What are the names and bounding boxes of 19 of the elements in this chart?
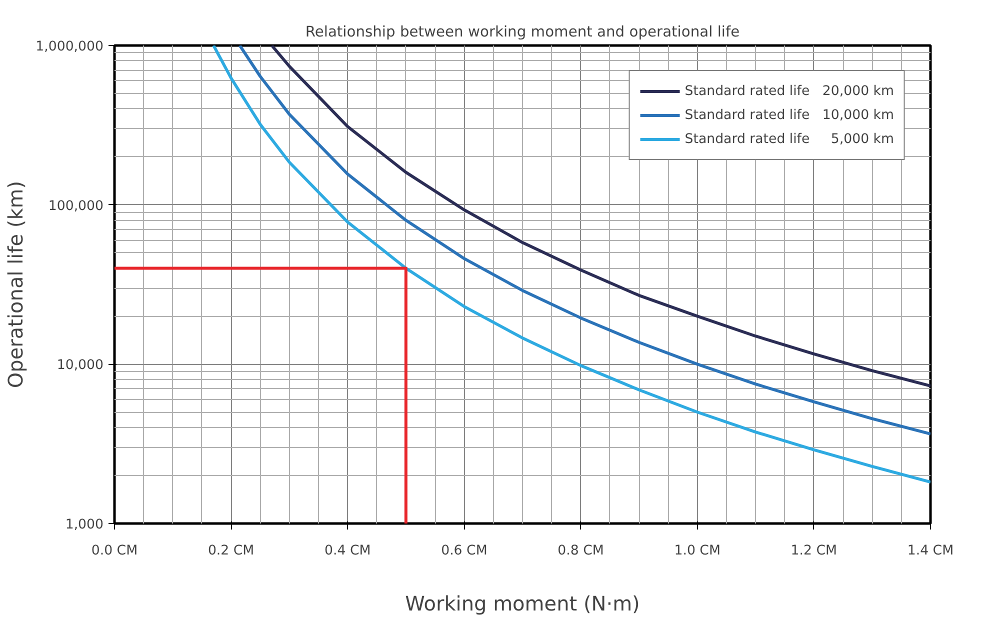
y-tick-label: 100,000 bbox=[48, 198, 104, 214]
x-tick-label: 1.0 CM bbox=[674, 544, 720, 558]
chart-title: Relationship between working moment and operational life bbox=[305, 24, 740, 40]
y-tick-label: 1,000,000 bbox=[36, 40, 104, 54]
x-tick-label: 0.6 CM bbox=[441, 544, 488, 558]
y-tick-label: 1,000 bbox=[65, 518, 104, 532]
line-series bbox=[270, 46, 930, 388]
y-axis-title: Operational life (km) bbox=[4, 180, 28, 388]
x-tick-label: 0.2 CM bbox=[208, 544, 254, 558]
x-tick-label: 0.8 CM bbox=[558, 544, 604, 558]
x-tick-label: 0.0 CM bbox=[91, 544, 138, 558]
legend-label: Standard rated life 10,000 km bbox=[684, 108, 894, 122]
legend-label: Standard rated life 20,000 km bbox=[684, 84, 894, 98]
x-axis-title: Working moment (N·m) bbox=[405, 592, 640, 616]
legend-label: Standard rated life 5,000 km bbox=[684, 132, 894, 146]
x-tick-label: 1.4 CM bbox=[907, 544, 954, 558]
x-tick-label: 0.4 CM bbox=[324, 544, 371, 558]
y-tick-label: 10,000 bbox=[56, 358, 104, 374]
x-tick-label: 1.2 CM bbox=[790, 544, 838, 558]
